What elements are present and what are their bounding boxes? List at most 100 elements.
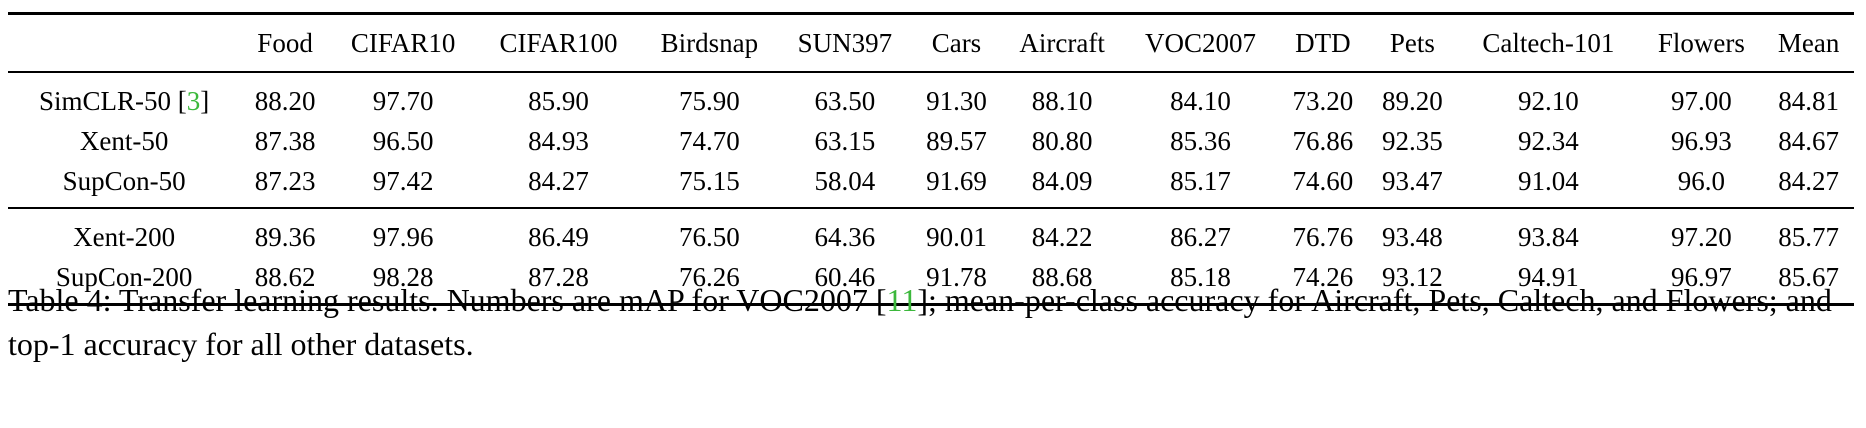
value-cell: 60.46 (814, 261, 876, 292)
value-cell: 98.28 (372, 261, 434, 292)
value-cell: 63.15 (814, 125, 876, 156)
value-cell: 93.84 (1517, 221, 1579, 252)
value-cell: 86.27 (1170, 221, 1231, 252)
value-cell: 94.91 (1517, 261, 1579, 292)
table-body: SimCLR-50 [3] 88.20 97.70 85.90 75.90 63.50 91… (8, 71, 1854, 305)
column-header: VOC2007 (1145, 27, 1257, 58)
caption-citation-link[interactable]: 11 (886, 282, 918, 318)
method-cell: SimCLR-50 [3] (8, 72, 240, 121)
value-cell: 84.67 (1778, 125, 1840, 156)
citation-bracket-open: [ (177, 85, 187, 116)
column-header: Aircraft (1019, 27, 1105, 58)
value-cell: 89.57 (926, 125, 987, 156)
value-cell: 85.36 (1170, 125, 1231, 156)
value-cell: 84.81 (1778, 85, 1840, 116)
method-cell: Xent-50 (8, 121, 240, 161)
value-cell: 84.27 (1778, 165, 1840, 196)
value-cell: 97.20 (1671, 221, 1732, 252)
citation-link[interactable]: 3 (186, 85, 201, 116)
column-header: Mean (1777, 27, 1840, 58)
method-name: SimCLR-50 (39, 85, 172, 116)
value-cell: 93.12 (1382, 261, 1443, 292)
column-header: Cars (931, 27, 982, 58)
value-cell: 87.23 (254, 165, 316, 196)
value-cell: 96.50 (372, 125, 434, 156)
value-cell: 74.60 (1292, 165, 1354, 196)
column-header: Flowers (1657, 27, 1745, 58)
value-cell: 87.28 (528, 261, 589, 292)
value-cell: 76.76 (1292, 221, 1354, 252)
method-name: SupCon-50 (62, 165, 186, 196)
value-cell: 92.35 (1382, 125, 1443, 156)
table-row: Xent-50 87.38 96.50 84.93 74.70 63.15 89.57 80.… (8, 121, 1854, 161)
table-row: Xent-200 89.36 97.96 86.49 76.50 64.36 90.01 84… (8, 207, 1854, 257)
value-cell: 84.93 (528, 125, 589, 156)
value-cell: 89.20 (1382, 85, 1443, 116)
value-cell: 96.93 (1671, 125, 1732, 156)
column-header: DTD (1295, 27, 1351, 58)
column-header: Caltech-101 (1482, 27, 1615, 58)
value-cell: 75.15 (679, 165, 740, 196)
value-cell: 91.78 (926, 261, 987, 292)
value-cell: 76.50 (679, 221, 740, 252)
value-cell: 96.97 (1671, 261, 1732, 292)
value-cell: 92.10 (1517, 85, 1579, 116)
value-cell: 84.27 (528, 165, 589, 196)
value-cell: 88.62 (254, 261, 316, 292)
value-cell: 97.96 (372, 221, 434, 252)
value-cell: 85.67 (1778, 261, 1840, 292)
value-cell: 85.77 (1778, 221, 1840, 252)
value-cell: 85.90 (528, 85, 589, 116)
method-cell: SupCon-200 (8, 257, 240, 305)
value-cell: 97.00 (1671, 85, 1732, 116)
method-name: Xent-200 (73, 221, 176, 252)
value-cell: 88.20 (254, 85, 316, 116)
header-row: Food CIFAR10 CIFAR100 Birdsnap SUN397 Ca… (8, 13, 1854, 72)
caption-text-rest: ]; mean-per-class accuracy for Aircraft,… (8, 282, 1832, 362)
citation-bracket-close: ] (200, 85, 210, 116)
value-cell: 74.26 (1292, 261, 1354, 292)
method-cell: SupCon-50 (8, 161, 240, 208)
caption-text: Table 4: Transfer learning results. Numb… (8, 282, 887, 318)
value-cell: 76.86 (1292, 125, 1354, 156)
value-cell: 74.70 (679, 125, 740, 156)
method-column-header (8, 14, 240, 72)
value-cell: 93.47 (1382, 165, 1443, 196)
value-cell: 58.04 (814, 165, 876, 196)
method-name: SupCon-200 (55, 261, 193, 292)
method-name: Xent-50 (79, 125, 169, 156)
value-cell: 91.30 (926, 85, 987, 116)
value-cell: 64.36 (814, 221, 876, 252)
value-cell: 93.48 (1382, 221, 1443, 252)
value-cell: 96.0 (1677, 165, 1726, 196)
value-cell: 76.26 (679, 261, 740, 292)
column-header: CIFAR10 (350, 27, 456, 58)
value-cell: 84.10 (1170, 85, 1231, 116)
table-row: SimCLR-50 [3] 88.20 97.70 85.90 75.90 63.50 91… (8, 71, 1854, 121)
value-cell: 90.01 (926, 221, 987, 252)
value-cell: 80.80 (1031, 125, 1093, 156)
value-cell: 86.49 (528, 221, 589, 252)
column-header: SUN397 (797, 27, 893, 58)
column-header: Pets (1389, 27, 1435, 58)
value-cell: 84.22 (1031, 221, 1093, 252)
value-cell: 84.09 (1031, 165, 1093, 196)
value-cell: 88.10 (1031, 85, 1093, 116)
value-cell: 92.34 (1517, 125, 1579, 156)
value-cell: 75.90 (679, 85, 740, 116)
value-cell: 91.69 (926, 165, 987, 196)
table-caption: Table 4: Transfer learning results. Numb… (8, 278, 1858, 366)
table-row: SupCon-200 88.62 98.28 87.28 76.26 60.46 91.78… (8, 257, 1854, 305)
value-cell: 89.36 (254, 221, 316, 252)
value-cell: 97.70 (372, 85, 434, 116)
column-header: Birdsnap (660, 27, 759, 58)
value-cell: 87.38 (254, 125, 316, 156)
results-table: Food CIFAR10 CIFAR100 Birdsnap SUN397 Ca… (8, 12, 1854, 306)
value-cell: 85.18 (1170, 261, 1231, 292)
value-cell: 63.50 (814, 85, 876, 116)
value-cell: 88.68 (1031, 261, 1093, 292)
method-cell: Xent-200 (8, 208, 240, 257)
value-cell: 73.20 (1292, 85, 1354, 116)
column-header: Food (257, 27, 313, 58)
